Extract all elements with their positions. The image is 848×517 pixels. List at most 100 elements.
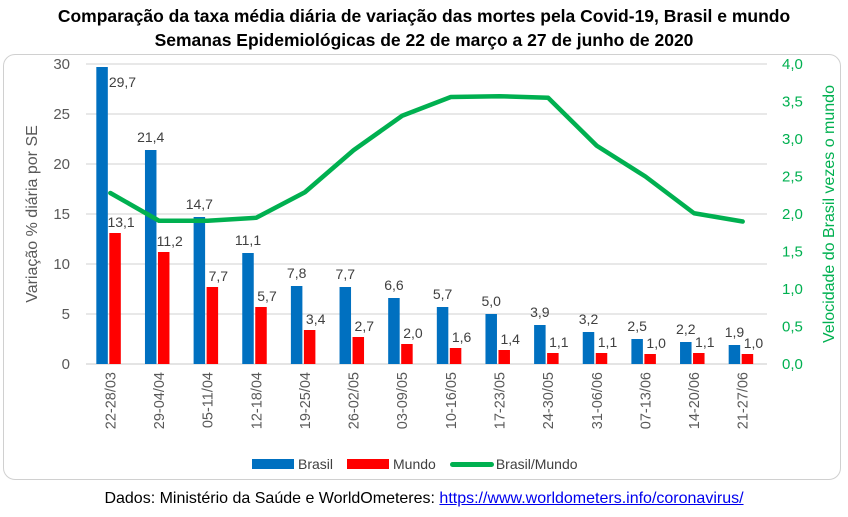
legend-label-brasil: Brasil bbox=[298, 456, 334, 472]
data-label-brasil: 6,6 bbox=[384, 277, 404, 293]
x-tick-label: 12-18/04 bbox=[249, 372, 265, 429]
legend: Brasil Mundo Brasil/Mundo bbox=[252, 456, 592, 472]
x-tick-label: 24-30/05 bbox=[541, 372, 557, 429]
data-label-mundo: 11,2 bbox=[157, 233, 183, 249]
data-label-brasil: 29,7 bbox=[109, 74, 136, 90]
legend-swatch-brasil bbox=[252, 459, 294, 469]
chart-frame bbox=[3, 54, 841, 480]
y-right-tick-label: 1,0 bbox=[782, 281, 803, 298]
data-label-mundo: 7,7 bbox=[209, 268, 229, 284]
x-tick-label: 10-16/05 bbox=[444, 372, 460, 429]
bar-mundo bbox=[157, 252, 170, 364]
bar-mundo bbox=[498, 350, 510, 364]
data-label-brasil: 3,2 bbox=[579, 311, 599, 327]
bar-brasil bbox=[290, 286, 303, 364]
bar-mundo bbox=[595, 353, 608, 364]
bar-brasil bbox=[436, 307, 449, 364]
y-right-tick-label: 0,5 bbox=[782, 319, 803, 336]
bar-mundo bbox=[693, 353, 705, 364]
data-label-mundo: 5,7 bbox=[257, 288, 277, 304]
data-label-brasil: 5,0 bbox=[481, 293, 501, 309]
legend-item-brasil: Brasil bbox=[252, 456, 333, 472]
bar-brasil bbox=[339, 287, 352, 364]
data-label-brasil: 11,1 bbox=[235, 232, 261, 248]
bar-brasil bbox=[582, 332, 595, 364]
legend-item-mundo: Mundo bbox=[347, 456, 436, 472]
data-label-mundo: 3,4 bbox=[306, 311, 326, 327]
bar-brasil bbox=[242, 253, 254, 364]
y-right-tick-label: 2,0 bbox=[782, 206, 803, 223]
bar-brasil bbox=[193, 217, 206, 364]
legend-item-ratio: Brasil/Mundo bbox=[449, 456, 578, 472]
source-note: Dados: Ministério da Saúde e WorldOmeter… bbox=[0, 490, 848, 508]
y-axis-title: Variação % diária por SE bbox=[24, 125, 41, 303]
data-label-mundo: 2,0 bbox=[403, 325, 423, 341]
legend-label-ratio: Brasil/Mundo bbox=[495, 456, 578, 472]
bar-brasil bbox=[485, 314, 497, 364]
y-tick-label: 0 bbox=[62, 356, 70, 373]
y-right-tick-label: 3,0 bbox=[782, 131, 803, 148]
data-label-mundo: 1,1 bbox=[695, 334, 715, 350]
bar-brasil bbox=[534, 325, 546, 364]
x-tick-label: 21-27/06 bbox=[736, 372, 752, 429]
y-right-tick-label: 0,0 bbox=[782, 356, 803, 373]
y-tick-label: 15 bbox=[53, 206, 70, 223]
bar-mundo bbox=[741, 354, 754, 364]
data-label-brasil: 3,9 bbox=[530, 304, 550, 320]
bar-brasil bbox=[631, 339, 643, 364]
bar-mundo bbox=[303, 330, 316, 364]
data-label-mundo: 1,6 bbox=[452, 329, 472, 345]
legend-swatch-ratio bbox=[449, 461, 494, 467]
bar-brasil bbox=[96, 67, 108, 364]
data-label-brasil: 14,7 bbox=[186, 196, 213, 212]
line-brasil-mundo bbox=[108, 94, 745, 224]
x-tick-label: 19-25/04 bbox=[298, 372, 314, 429]
x-tick-label: 26-02/05 bbox=[347, 372, 363, 429]
bar-brasil bbox=[680, 342, 692, 364]
data-label-brasil: 5,7 bbox=[433, 286, 453, 302]
x-tick-label: 07-13/06 bbox=[638, 372, 654, 429]
bar-mundo bbox=[644, 354, 656, 364]
y-right-tick-label: 4,0 bbox=[782, 56, 803, 73]
legend-swatch-mundo bbox=[347, 459, 390, 469]
y-tick-label: 10 bbox=[53, 256, 70, 273]
data-label-mundo: 13,1 bbox=[107, 214, 134, 230]
bar-mundo bbox=[255, 307, 267, 364]
data-label-brasil: 2,2 bbox=[676, 321, 696, 337]
chart-subtitle: Semanas Epidemiológicas de 22 de março a… bbox=[154, 30, 694, 50]
bar-mundo bbox=[206, 287, 219, 364]
data-label-brasil: 7,7 bbox=[336, 266, 356, 282]
data-label-mundo: 1,0 bbox=[744, 335, 764, 351]
bar-mundo bbox=[352, 337, 365, 364]
x-tick-label: 03-09/05 bbox=[395, 372, 411, 429]
source-prefix: Dados: Ministério da Saúde e WorldOmeter… bbox=[104, 490, 440, 507]
y-right-tick-label: 3,5 bbox=[782, 94, 803, 111]
data-label-mundo: 1,0 bbox=[646, 335, 666, 351]
data-label-mundo: 2,7 bbox=[355, 318, 375, 334]
legend-label-mundo: Mundo bbox=[393, 456, 436, 472]
x-tick-label: 17-23/05 bbox=[492, 372, 508, 429]
data-label-brasil: 21,4 bbox=[137, 129, 164, 145]
bar-mundo bbox=[109, 233, 121, 364]
data-label-mundo: 1,1 bbox=[598, 334, 618, 350]
x-tick-label: 14-20/06 bbox=[687, 372, 703, 429]
y-tick-label: 20 bbox=[53, 156, 70, 173]
y-right-tick-label: 1,5 bbox=[782, 244, 803, 261]
bar-mundo bbox=[547, 353, 559, 364]
source-link[interactable]: https://www.worldometers.info/coronaviru… bbox=[439, 490, 744, 507]
y-right-tick-label: 2,5 bbox=[782, 169, 803, 186]
bar-brasil bbox=[388, 298, 400, 364]
data-label-mundo: 1,1 bbox=[549, 334, 569, 350]
chart-title: Comparação da taxa média diária de varia… bbox=[57, 6, 791, 26]
x-tick-label: 22-28/03 bbox=[103, 372, 119, 429]
bar-brasil bbox=[728, 345, 741, 364]
data-label-brasil: 7,8 bbox=[287, 265, 307, 281]
y-tick-label: 30 bbox=[53, 56, 70, 73]
bar-mundo bbox=[449, 348, 462, 364]
x-tick-label: 29-04/04 bbox=[152, 372, 168, 429]
data-label-brasil: 1,9 bbox=[725, 324, 745, 340]
bar-brasil bbox=[144, 150, 157, 364]
data-label-mundo: 1,4 bbox=[500, 331, 520, 347]
y-tick-label: 25 bbox=[53, 106, 70, 123]
